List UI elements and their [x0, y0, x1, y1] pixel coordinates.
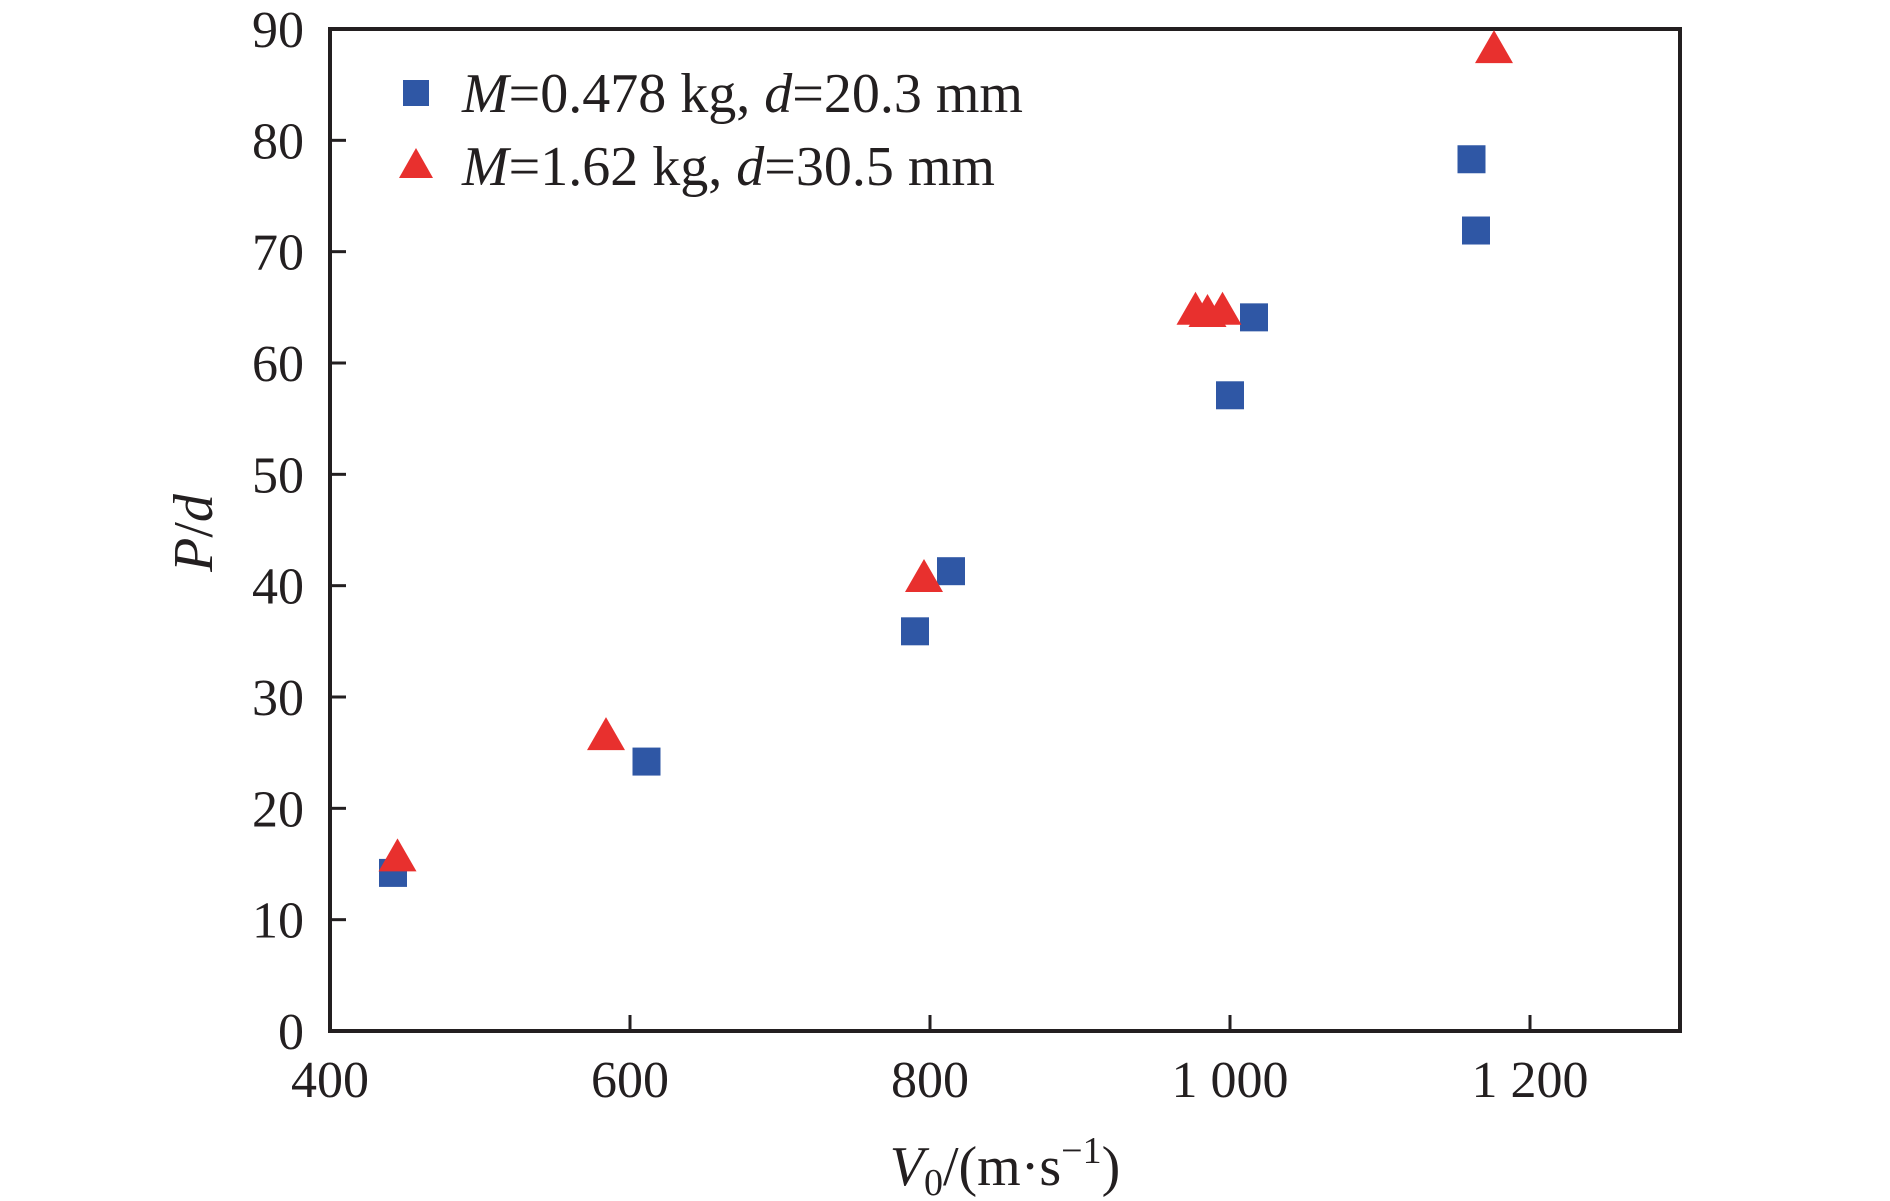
y-axis-var2: d [163, 493, 225, 522]
data-point-triangle [905, 558, 943, 592]
axis-ticks [328, 27, 1532, 1033]
y-tick-label: 60 [252, 336, 304, 393]
plot-frame [328, 27, 1682, 1033]
x-axis-title: V0/(m·s−1) [890, 1130, 1121, 1201]
legend-marker-square [403, 80, 429, 106]
legend-s2-var1: M [461, 136, 512, 198]
data-point-triangle [587, 717, 625, 751]
x-axis-subscript: 0 [924, 1162, 943, 1201]
data-point-square [1240, 303, 1268, 332]
x-axis-superscript: −1 [1061, 1130, 1101, 1172]
data-point-square [1216, 381, 1244, 410]
y-tick-label: 50 [252, 447, 304, 504]
legend-label-series-1: M=0.478 kg, d=20.3 mm [461, 63, 1023, 125]
y-tick-label: 20 [252, 781, 304, 838]
y-tick-label: 0 [278, 1004, 304, 1061]
y-tick-label: 90 [252, 2, 304, 59]
y-tick-label: 80 [252, 113, 304, 170]
y-axis-sep: / [163, 522, 225, 538]
x-tick-label: 600 [591, 1052, 669, 1109]
data-point-triangle [1475, 30, 1513, 64]
y-tick-label: 70 [252, 225, 304, 282]
data-point-square [937, 557, 965, 586]
y-tick-label: 10 [252, 893, 304, 950]
data-point-square [901, 617, 929, 646]
data-point-triangle [1203, 291, 1242, 325]
legend-s1-var1: M [461, 63, 512, 125]
data-point-triangle [378, 838, 417, 872]
legend-marker-triangle [399, 148, 433, 178]
y-tick-label: 30 [252, 670, 304, 727]
x-tick-label: 1 200 [1472, 1052, 1589, 1109]
x-axis-symbol: V [890, 1136, 930, 1198]
x-tick-label: 800 [891, 1052, 969, 1109]
data-points [378, 30, 1513, 887]
x-axis-unit-open: /(m·s [943, 1136, 1061, 1198]
legend-s2-var2: d [736, 136, 765, 198]
legend-s2-text2: =30.5 mm [764, 136, 995, 198]
y-axis-var1: P [163, 538, 225, 573]
legend-s1-text1: =0.478 kg, [509, 63, 765, 125]
legend-s1-text2: =20.3 mm [792, 63, 1023, 125]
x-tick-label: 1 000 [1172, 1052, 1289, 1109]
x-axis-unit-close: ) [1102, 1136, 1121, 1198]
y-tick-label: 40 [252, 559, 304, 616]
legend: M=0.478 kg, d=20.3 mm M=1.62 kg, d=30.5 … [399, 63, 1023, 198]
x-tick-label: 400 [291, 1052, 369, 1109]
legend-label-series-2: M=1.62 kg, d=30.5 mm [461, 136, 995, 198]
data-point-square [1462, 216, 1490, 245]
y-axis-title: P/d [163, 493, 225, 573]
data-point-square [632, 747, 661, 776]
legend-s1-var2: d [764, 63, 793, 125]
axis-tick-labels: 400 600 800 1 000 1 200 0 10 20 30 40 50 60 70 80 90 [252, 2, 1589, 1109]
legend-s2-text1: =1.62 kg, [509, 136, 737, 198]
data-point-square [1457, 145, 1486, 174]
